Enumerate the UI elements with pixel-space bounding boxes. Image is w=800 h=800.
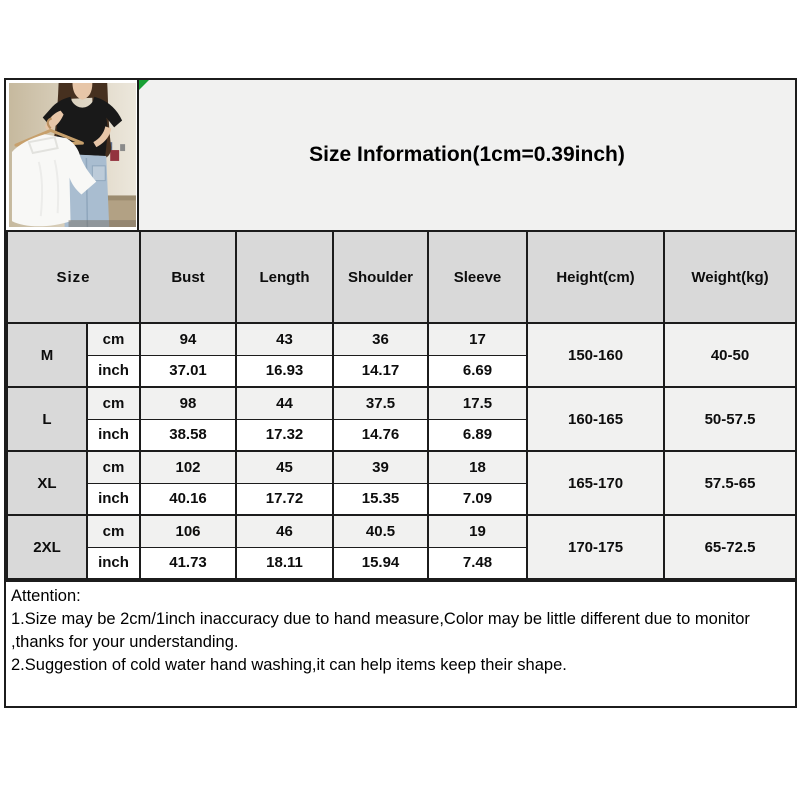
page-title: Size Information(1cm=0.39inch) (309, 143, 625, 166)
cell-l-height: 160-165 (526, 386, 666, 452)
cell-m-length-inch: 16.93 (235, 354, 335, 388)
attention-line-3: 2.Suggestion of cold water hand washing,… (11, 656, 567, 674)
attention-note: Attention: 1.Size may be 2cm/1inch inacc… (6, 580, 795, 706)
col-header-weight: Weight(kg) (663, 230, 798, 324)
cell-xl-length-inch: 17.72 (235, 482, 335, 516)
unit-label: cm (85, 450, 142, 484)
cell-l-shoulder-inch: 14.76 (332, 418, 430, 452)
attention-line-2: ,thanks for your understanding. (11, 633, 239, 651)
row-2xl-cm: 2XL cm 106 46 40.5 19 170-175 65-72.5 (6, 514, 798, 580)
unit-label: inch (85, 354, 142, 388)
cell-m-bust-inch: 37.01 (139, 354, 238, 388)
row-xl-inch: inch 40.16 17.72 15.35 7.09 (7, 482, 796, 516)
cell-2xl-weight: 65-72.5 (663, 514, 798, 580)
attention-line-1: 1.Size may be 2cm/1inch inaccuracy due t… (11, 610, 750, 628)
cell-2xl-length-cm: 46 (235, 514, 335, 548)
row-m-inch: inch 37.01 16.93 14.17 6.69 (7, 354, 796, 388)
cell-2xl-length-inch: 18.11 (235, 546, 335, 580)
col-header-length: Length (235, 230, 335, 324)
row-m-cm: M cm 94 43 36 17 150-160 40-50 (6, 322, 798, 388)
cell-m-sleeve-cm: 17 (427, 322, 529, 356)
cell-xl-shoulder-cm: 39 (332, 450, 430, 484)
col-header-shoulder: Shoulder (332, 230, 430, 324)
cell-2xl-sleeve-inch: 7.48 (427, 546, 529, 580)
cell-l-length-inch: 17.32 (235, 418, 335, 452)
size-label-m: M (6, 322, 88, 388)
row-xl-cm: XL cm 102 45 39 18 165-170 57.5-65 (6, 450, 798, 516)
cell-xl-bust-inch: 40.16 (139, 482, 238, 516)
cell-xl-bust-cm: 102 (139, 450, 238, 484)
size-label-xl: XL (6, 450, 88, 516)
row-l-inch: inch 38.58 17.32 14.76 6.89 (7, 418, 796, 452)
cell-l-bust-inch: 38.58 (139, 418, 238, 452)
unit-label: cm (85, 514, 142, 548)
cell-l-sleeve-inch: 6.89 (427, 418, 529, 452)
cell-xl-length-cm: 45 (235, 450, 335, 484)
cell-xl-weight: 57.5-65 (663, 450, 798, 516)
cell-m-shoulder-inch: 14.17 (332, 354, 430, 388)
unit-label: cm (85, 322, 142, 356)
unit-label: inch (85, 546, 142, 580)
size-chart-sheet: Size Information(1cm=0.39inch) Size Bust… (4, 78, 798, 708)
cell-2xl-bust-cm: 106 (139, 514, 238, 548)
col-header-height: Height(cm) (526, 230, 666, 324)
product-photo-illustration (9, 83, 136, 227)
cell-m-shoulder-cm: 36 (332, 322, 430, 356)
size-table: Size Bust Length Shoulder Sleeve Height(… (5, 230, 798, 580)
cell-2xl-bust-inch: 41.73 (139, 546, 238, 580)
cell-m-height: 150-160 (526, 322, 666, 388)
title-cell: Size Information(1cm=0.39inch) (139, 80, 795, 230)
cell-2xl-height: 170-175 (526, 514, 666, 580)
cell-xl-sleeve-inch: 7.09 (427, 482, 529, 516)
unit-label: inch (85, 418, 142, 452)
cell-xl-sleeve-cm: 18 (427, 450, 529, 484)
size-label-2xl: 2XL (6, 514, 88, 580)
col-header-sleeve: Sleeve (427, 230, 529, 324)
cell-xl-shoulder-inch: 15.35 (332, 482, 430, 516)
row-l-cm: L cm 98 44 37.5 17.5 160-165 50-57.5 (6, 386, 798, 452)
cell-corner-marker (139, 80, 149, 90)
title-band: Size Information(1cm=0.39inch) (6, 80, 795, 230)
cell-l-weight: 50-57.5 (663, 386, 798, 452)
cell-l-bust-cm: 98 (139, 386, 238, 420)
cell-m-bust-cm: 94 (139, 322, 238, 356)
header-row: Size Bust Length Shoulder Sleeve Height(… (5, 230, 798, 324)
cell-2xl-shoulder-cm: 40.5 (332, 514, 430, 548)
cell-m-weight: 40-50 (663, 322, 798, 388)
row-2xl-inch: inch 41.73 18.11 15.94 7.48 (7, 546, 796, 580)
col-header-bust: Bust (139, 230, 238, 324)
cell-l-shoulder-cm: 37.5 (332, 386, 430, 420)
product-photo (6, 80, 139, 230)
col-header-size: Size (5, 230, 142, 324)
unit-label: cm (85, 386, 142, 420)
size-label-l: L (6, 386, 88, 452)
cell-l-sleeve-cm: 17.5 (427, 386, 529, 420)
cell-m-length-cm: 43 (235, 322, 335, 356)
cell-xl-height: 165-170 (526, 450, 666, 516)
cell-2xl-shoulder-inch: 15.94 (332, 546, 430, 580)
unit-label: inch (85, 482, 142, 516)
cell-2xl-sleeve-cm: 19 (427, 514, 529, 548)
cell-m-sleeve-inch: 6.69 (427, 354, 529, 388)
attention-heading: Attention: (11, 587, 81, 605)
cell-l-length-cm: 44 (235, 386, 335, 420)
